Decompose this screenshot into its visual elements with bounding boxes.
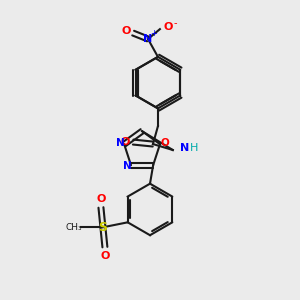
- Text: CH₃: CH₃: [66, 223, 82, 232]
- Text: O: O: [100, 251, 110, 261]
- Text: H: H: [190, 143, 198, 153]
- Text: O: O: [122, 26, 131, 36]
- Text: +: +: [150, 29, 157, 38]
- Text: S: S: [98, 221, 107, 234]
- Text: N: N: [180, 143, 189, 153]
- Text: N: N: [116, 138, 124, 148]
- Text: N: N: [143, 34, 153, 44]
- Text: -: -: [174, 18, 178, 28]
- Text: O: O: [96, 194, 106, 203]
- Text: O: O: [163, 22, 172, 32]
- Text: N: N: [123, 161, 131, 171]
- Text: O: O: [121, 137, 130, 147]
- Text: O: O: [160, 138, 169, 148]
